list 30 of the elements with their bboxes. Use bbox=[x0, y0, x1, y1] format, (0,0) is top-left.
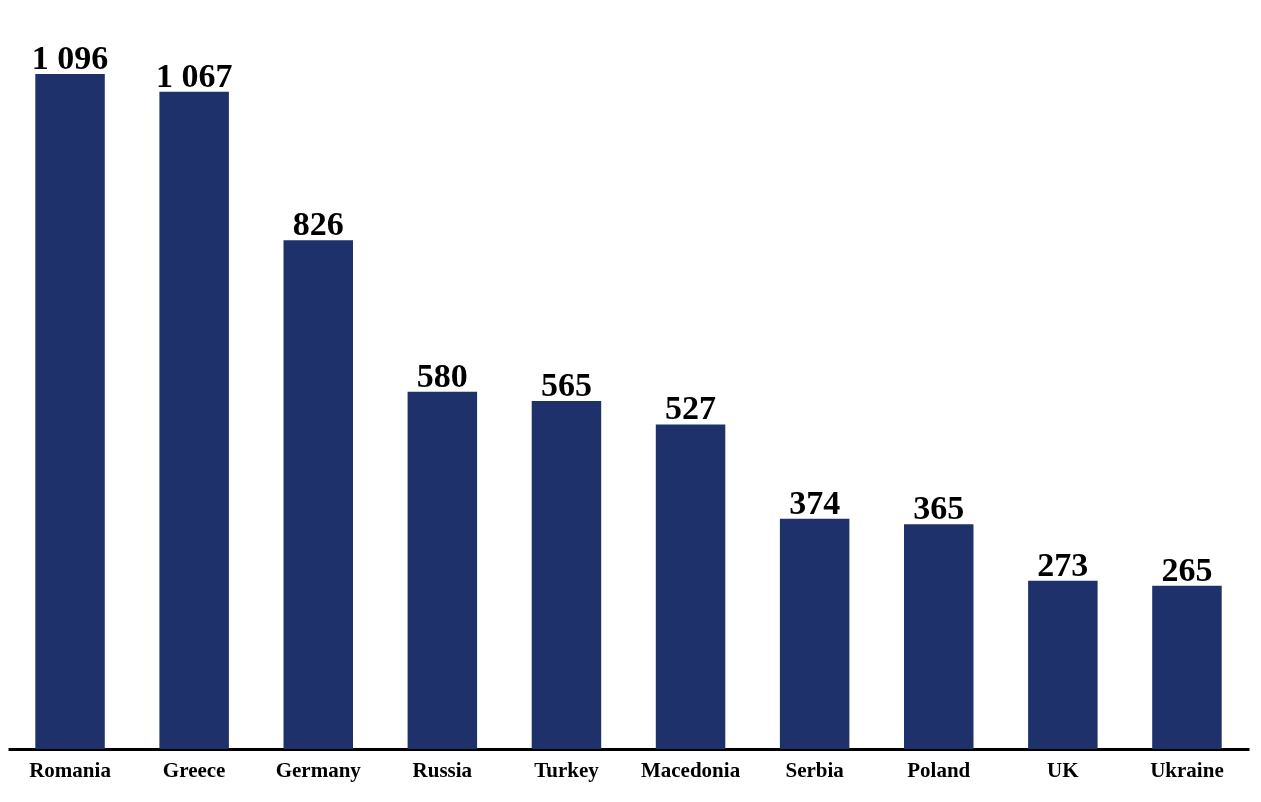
data-label: 365 bbox=[913, 489, 965, 527]
bar bbox=[1028, 580, 1098, 749]
data-label: 374 bbox=[789, 483, 841, 521]
x-tick-label: Serbia bbox=[785, 757, 845, 782]
x-tick-label: Greece bbox=[162, 757, 226, 782]
data-label: 265 bbox=[1161, 550, 1213, 588]
data-label: 273 bbox=[1037, 545, 1089, 583]
x-tick-label: Romania bbox=[29, 757, 112, 782]
bar bbox=[159, 91, 229, 749]
data-label: 580 bbox=[416, 356, 468, 394]
bar bbox=[1152, 585, 1222, 749]
x-tick-label: UK bbox=[1047, 757, 1080, 782]
data-label: 527 bbox=[665, 389, 717, 427]
bar bbox=[904, 524, 974, 749]
x-tick-label: Turkey bbox=[534, 757, 600, 782]
bar bbox=[35, 74, 105, 749]
x-tick-label: Poland bbox=[907, 757, 971, 782]
data-label: 1 096 bbox=[31, 39, 109, 76]
data-label: 826 bbox=[292, 205, 344, 243]
x-tick-label: Ukraine bbox=[1150, 757, 1224, 782]
bar bbox=[531, 401, 602, 749]
x-tick-label: Russia bbox=[412, 757, 473, 782]
bar bbox=[655, 424, 726, 749]
bar bbox=[407, 391, 478, 749]
bar bbox=[283, 240, 353, 749]
bar bbox=[779, 518, 850, 749]
data-label: 1 067 bbox=[155, 56, 233, 94]
x-tick-label: Macedonia bbox=[640, 757, 741, 782]
x-tick-label: Germany bbox=[275, 757, 362, 782]
data-label: 565 bbox=[540, 366, 592, 404]
